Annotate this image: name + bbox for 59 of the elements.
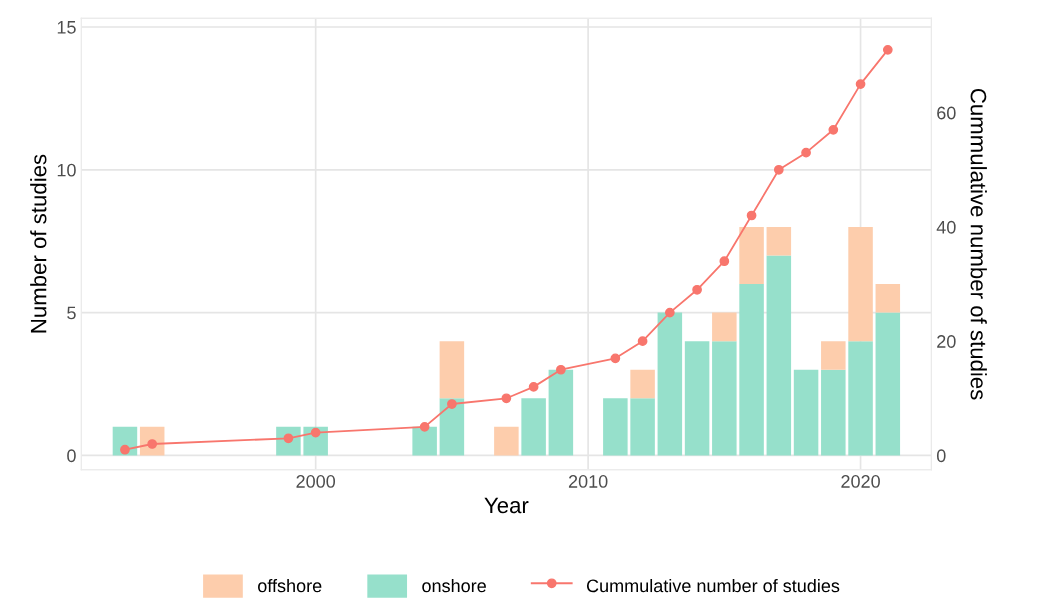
- bar: [657, 312, 683, 456]
- bar: [548, 369, 574, 456]
- y2-tick-label: 40: [936, 220, 956, 234]
- bar: [630, 398, 655, 456]
- bar: [684, 341, 710, 456]
- point: [637, 336, 648, 347]
- x-axis-title: Year: [484, 497, 529, 514]
- point: [556, 364, 566, 375]
- point: [528, 382, 539, 392]
- bar: [439, 398, 465, 456]
- y2-tick-label: 20: [937, 335, 956, 348]
- point: [719, 256, 730, 267]
- bar: [821, 341, 846, 370]
- bar: [739, 226, 764, 285]
- bar: [603, 398, 628, 456]
- y2-tick-label: 60: [937, 106, 956, 120]
- bar: [439, 341, 465, 399]
- x-tick-label: 2000: [296, 475, 336, 488]
- bar: [712, 312, 737, 342]
- bar: [875, 284, 901, 313]
- bar: [494, 426, 519, 456]
- point: [855, 79, 866, 89]
- bar: [875, 312, 901, 456]
- point: [882, 44, 893, 55]
- y-tick-label: 10: [57, 163, 76, 177]
- point: [801, 147, 811, 158]
- bar: [630, 369, 655, 399]
- legend-label: offshore: [258, 578, 322, 593]
- bar: [766, 255, 792, 456]
- bar: [848, 341, 873, 456]
- y-tick-label: 5: [67, 306, 76, 320]
- bar: [793, 369, 819, 456]
- point: [419, 422, 430, 432]
- point: [310, 427, 321, 438]
- bar: [739, 284, 764, 456]
- x-tick-label: 2010: [568, 475, 608, 488]
- y-axis-title: Number of studies: [30, 154, 47, 333]
- y-tick-label: 15: [57, 21, 76, 34]
- bar: [712, 341, 737, 456]
- x-tick-label: 2020: [841, 475, 880, 488]
- bar: [848, 226, 873, 342]
- point: [120, 444, 130, 455]
- legend-label: onshore: [422, 578, 486, 593]
- legend-label: Cummulative number of studies: [586, 578, 840, 593]
- y2-tick-label: 0: [936, 449, 946, 463]
- bar: [821, 369, 846, 456]
- y-tick-label: 0: [67, 449, 76, 463]
- bar: [412, 426, 437, 456]
- point: [773, 164, 784, 175]
- point: [746, 210, 757, 221]
- point: [664, 307, 675, 318]
- y2-axis-title: Cummulative number of studies: [970, 88, 987, 400]
- point: [447, 399, 457, 409]
- point: [610, 353, 621, 364]
- bar: [521, 398, 546, 456]
- point: [692, 284, 702, 295]
- point: [501, 393, 512, 404]
- point: [828, 124, 839, 135]
- bar: [766, 226, 792, 256]
